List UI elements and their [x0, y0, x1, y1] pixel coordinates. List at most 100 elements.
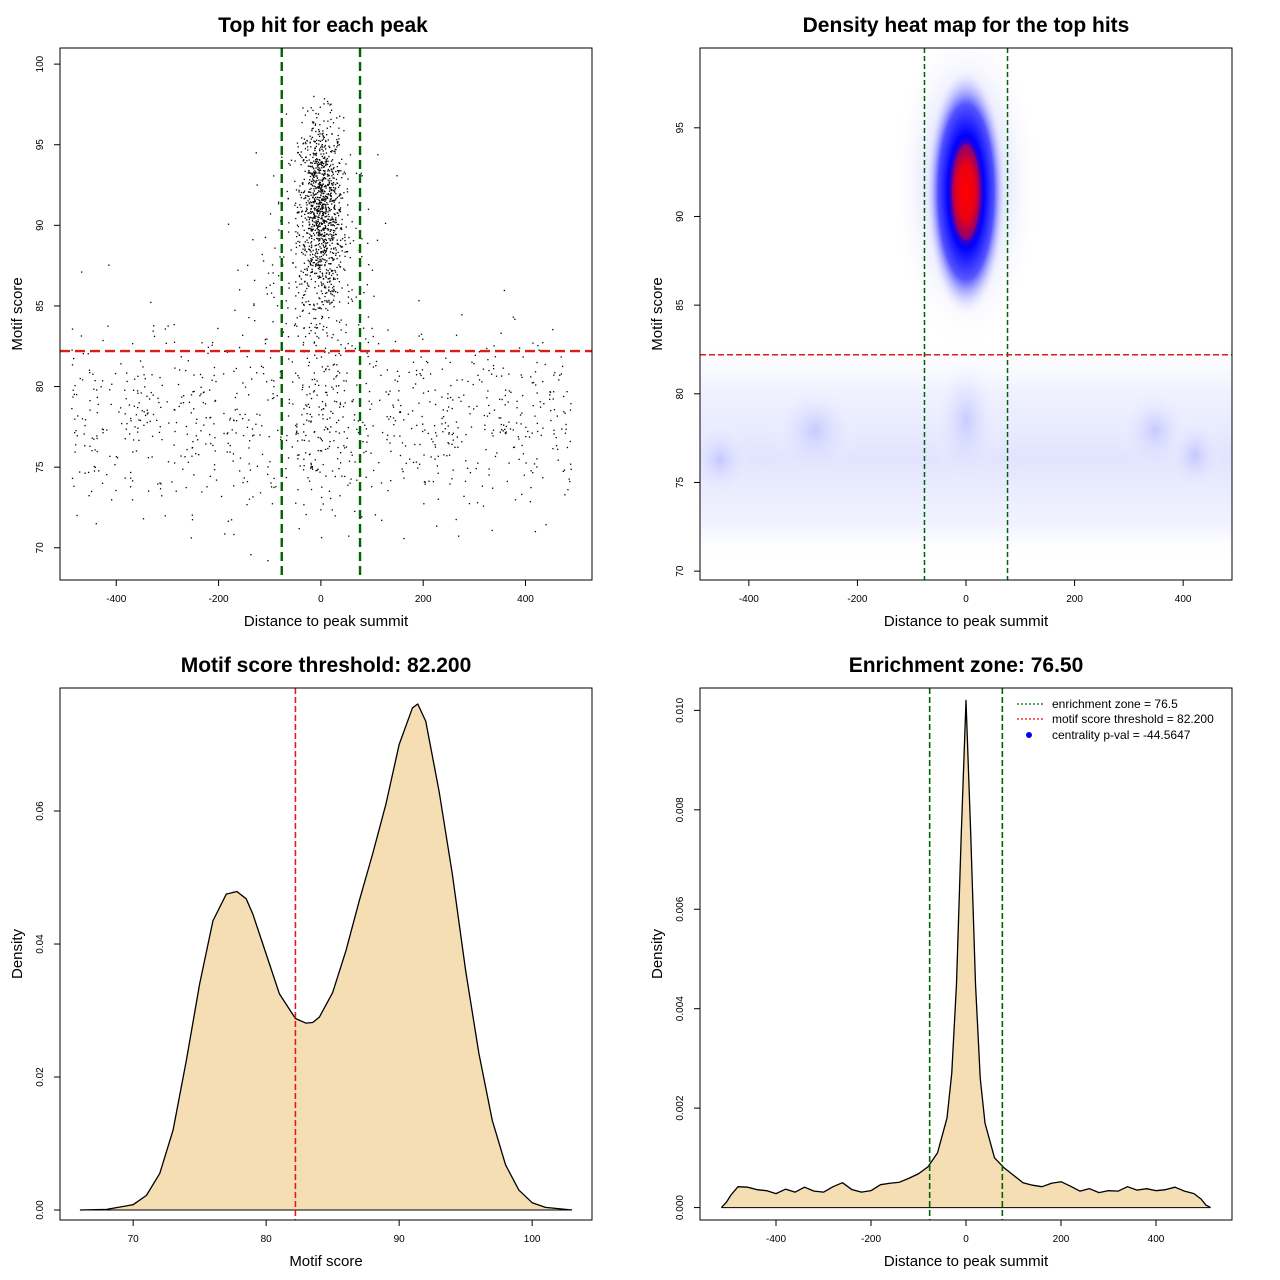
scatter-point [372, 335, 374, 338]
scatter-point [138, 419, 140, 421]
scatter-point [329, 210, 331, 212]
scatter-point [296, 235, 298, 238]
scatter-point [319, 140, 322, 142]
scatter-point [325, 276, 327, 279]
scatter-point [336, 138, 338, 141]
scatter-point [310, 462, 312, 464]
scatter-point [331, 170, 333, 173]
scatter-point [317, 164, 319, 166]
scatter-point [433, 424, 436, 427]
scatter-point [316, 211, 318, 213]
scatter-point [211, 341, 214, 344]
scatter-point [422, 338, 424, 340]
scatter-point [323, 192, 325, 195]
scatter-point [329, 233, 331, 235]
scatter-point [390, 480, 392, 482]
scatter-point [323, 258, 325, 261]
scatter-point [315, 167, 317, 169]
scatter-point [323, 165, 325, 168]
scatter-point [492, 429, 495, 431]
scatter-point [319, 133, 321, 135]
scatter-point [296, 206, 299, 209]
scatter-point [451, 478, 453, 480]
scatter-point [341, 158, 343, 160]
scatter-point [312, 192, 314, 194]
scatter-point [302, 469, 305, 471]
scatter-point [503, 424, 505, 426]
scatter-point [79, 377, 81, 380]
scatter-point [304, 148, 307, 150]
scatter-point [337, 339, 339, 341]
scatter-point [71, 349, 73, 351]
scatter-point [515, 422, 518, 424]
scatter-point [422, 377, 425, 380]
scatter-point [316, 159, 318, 161]
y-tick-label: 0.06 [35, 801, 46, 821]
scatter-point [319, 230, 321, 232]
scatter-point [331, 237, 333, 239]
scatter-point [101, 428, 104, 430]
scatter-point [313, 172, 315, 174]
scatter-point [335, 221, 338, 224]
scatter-point [320, 146, 322, 148]
scatter-point [316, 327, 319, 329]
scatter-point [84, 445, 86, 447]
scatter-point [508, 462, 510, 464]
scatter-point [332, 229, 335, 232]
scatter-point [329, 440, 331, 443]
density-curve [79, 703, 573, 1211]
scatter-point [325, 287, 327, 289]
scatter-point [324, 264, 326, 267]
scatter-point [337, 141, 339, 144]
scatter-point [365, 382, 367, 385]
scatter-point [308, 183, 310, 185]
scatter-point [107, 325, 109, 327]
scatter-point [311, 173, 314, 175]
scatter-point [306, 274, 308, 276]
scatter-point [231, 429, 233, 431]
scatter-point [167, 461, 170, 463]
scatter-point [340, 354, 342, 356]
scatter-point [310, 204, 313, 206]
scatter-point [367, 316, 370, 318]
scatter-point [302, 386, 304, 388]
scatter-point [315, 324, 318, 326]
scatter-point [311, 180, 313, 182]
scatter-point [316, 303, 318, 305]
scatter-point [322, 241, 325, 244]
scatter-point [326, 100, 329, 103]
scatter-point [412, 461, 415, 464]
scatter-point [320, 190, 323, 192]
scatter-point [330, 248, 332, 250]
scatter-point [405, 462, 407, 464]
scatter-point [272, 393, 274, 395]
scatter-point [77, 415, 79, 417]
scatter-point [334, 213, 336, 216]
scatter-point [392, 404, 394, 406]
scatter-point [345, 324, 347, 326]
scatter-point [308, 181, 310, 184]
scatter-point [307, 403, 310, 405]
scatter-point [306, 405, 308, 407]
scatter-point [311, 128, 313, 130]
scatter-point [357, 431, 360, 434]
scatter-point [315, 160, 317, 163]
scatter-point [317, 218, 319, 221]
scatter-point [304, 254, 306, 256]
scatter-point [331, 218, 333, 220]
scatter-point [399, 411, 401, 414]
scatter-point [317, 468, 319, 470]
scatter-point [314, 208, 316, 210]
scatter-point [295, 433, 297, 435]
scatter-point [317, 244, 320, 246]
scatter-point [455, 518, 457, 521]
scatter-point [191, 455, 193, 457]
scatter-point [303, 138, 306, 140]
scatter-point [302, 344, 305, 346]
scatter-point [334, 222, 336, 224]
scatter-point [339, 193, 341, 195]
scatter-point [327, 206, 330, 209]
scatter-point [321, 401, 324, 403]
scatter-point [386, 416, 388, 418]
